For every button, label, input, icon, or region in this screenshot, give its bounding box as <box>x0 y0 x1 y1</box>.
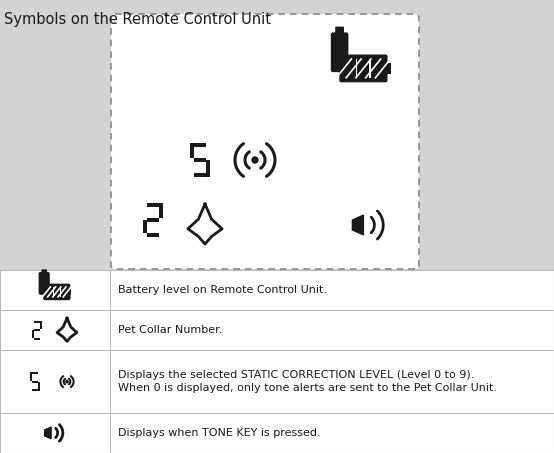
FancyBboxPatch shape <box>42 270 47 275</box>
Polygon shape <box>45 427 51 439</box>
Bar <box>159 203 163 218</box>
Bar <box>32 330 34 337</box>
Bar <box>147 218 159 222</box>
Polygon shape <box>352 215 363 235</box>
Bar <box>0 270 554 453</box>
FancyBboxPatch shape <box>111 14 419 269</box>
Bar <box>194 158 206 162</box>
Bar <box>34 329 40 331</box>
Bar <box>69 289 71 294</box>
Circle shape <box>252 157 258 163</box>
FancyBboxPatch shape <box>339 54 387 82</box>
Bar <box>147 203 159 207</box>
FancyBboxPatch shape <box>335 27 344 35</box>
Text: Pet Collar Number.: Pet Collar Number. <box>118 325 222 335</box>
Bar <box>40 321 42 329</box>
FancyBboxPatch shape <box>39 272 50 295</box>
Bar <box>357 59 370 78</box>
Bar <box>54 287 60 297</box>
Bar <box>38 381 40 391</box>
Bar <box>191 143 194 158</box>
Bar <box>344 59 356 78</box>
Text: Symbols on the Remote Control Unit: Symbols on the Remote Control Unit <box>4 12 271 27</box>
Bar <box>34 321 40 323</box>
Bar <box>32 381 38 383</box>
Bar <box>147 233 159 237</box>
FancyBboxPatch shape <box>331 33 348 72</box>
Bar <box>371 59 383 78</box>
Bar <box>194 173 206 177</box>
Bar <box>32 389 38 391</box>
Bar <box>47 287 67 297</box>
Bar <box>344 59 383 78</box>
Bar <box>206 160 209 177</box>
FancyBboxPatch shape <box>43 284 70 300</box>
Text: Displays when TONE KEY is pressed.: Displays when TONE KEY is pressed. <box>118 428 321 438</box>
Bar <box>32 372 38 374</box>
Text: Displays the selected STATIC CORRECTION LEVEL (Level 0 to 9).
When 0 is displaye: Displays the selected STATIC CORRECTION … <box>118 370 497 393</box>
Bar <box>34 337 40 340</box>
Bar <box>61 287 67 297</box>
Text: Battery level on Remote Control Unit.: Battery level on Remote Control Unit. <box>118 285 327 295</box>
Bar <box>30 372 32 381</box>
Bar <box>194 143 206 147</box>
Bar <box>47 287 53 297</box>
Circle shape <box>66 381 68 383</box>
Bar <box>143 220 147 233</box>
Bar <box>386 63 391 73</box>
